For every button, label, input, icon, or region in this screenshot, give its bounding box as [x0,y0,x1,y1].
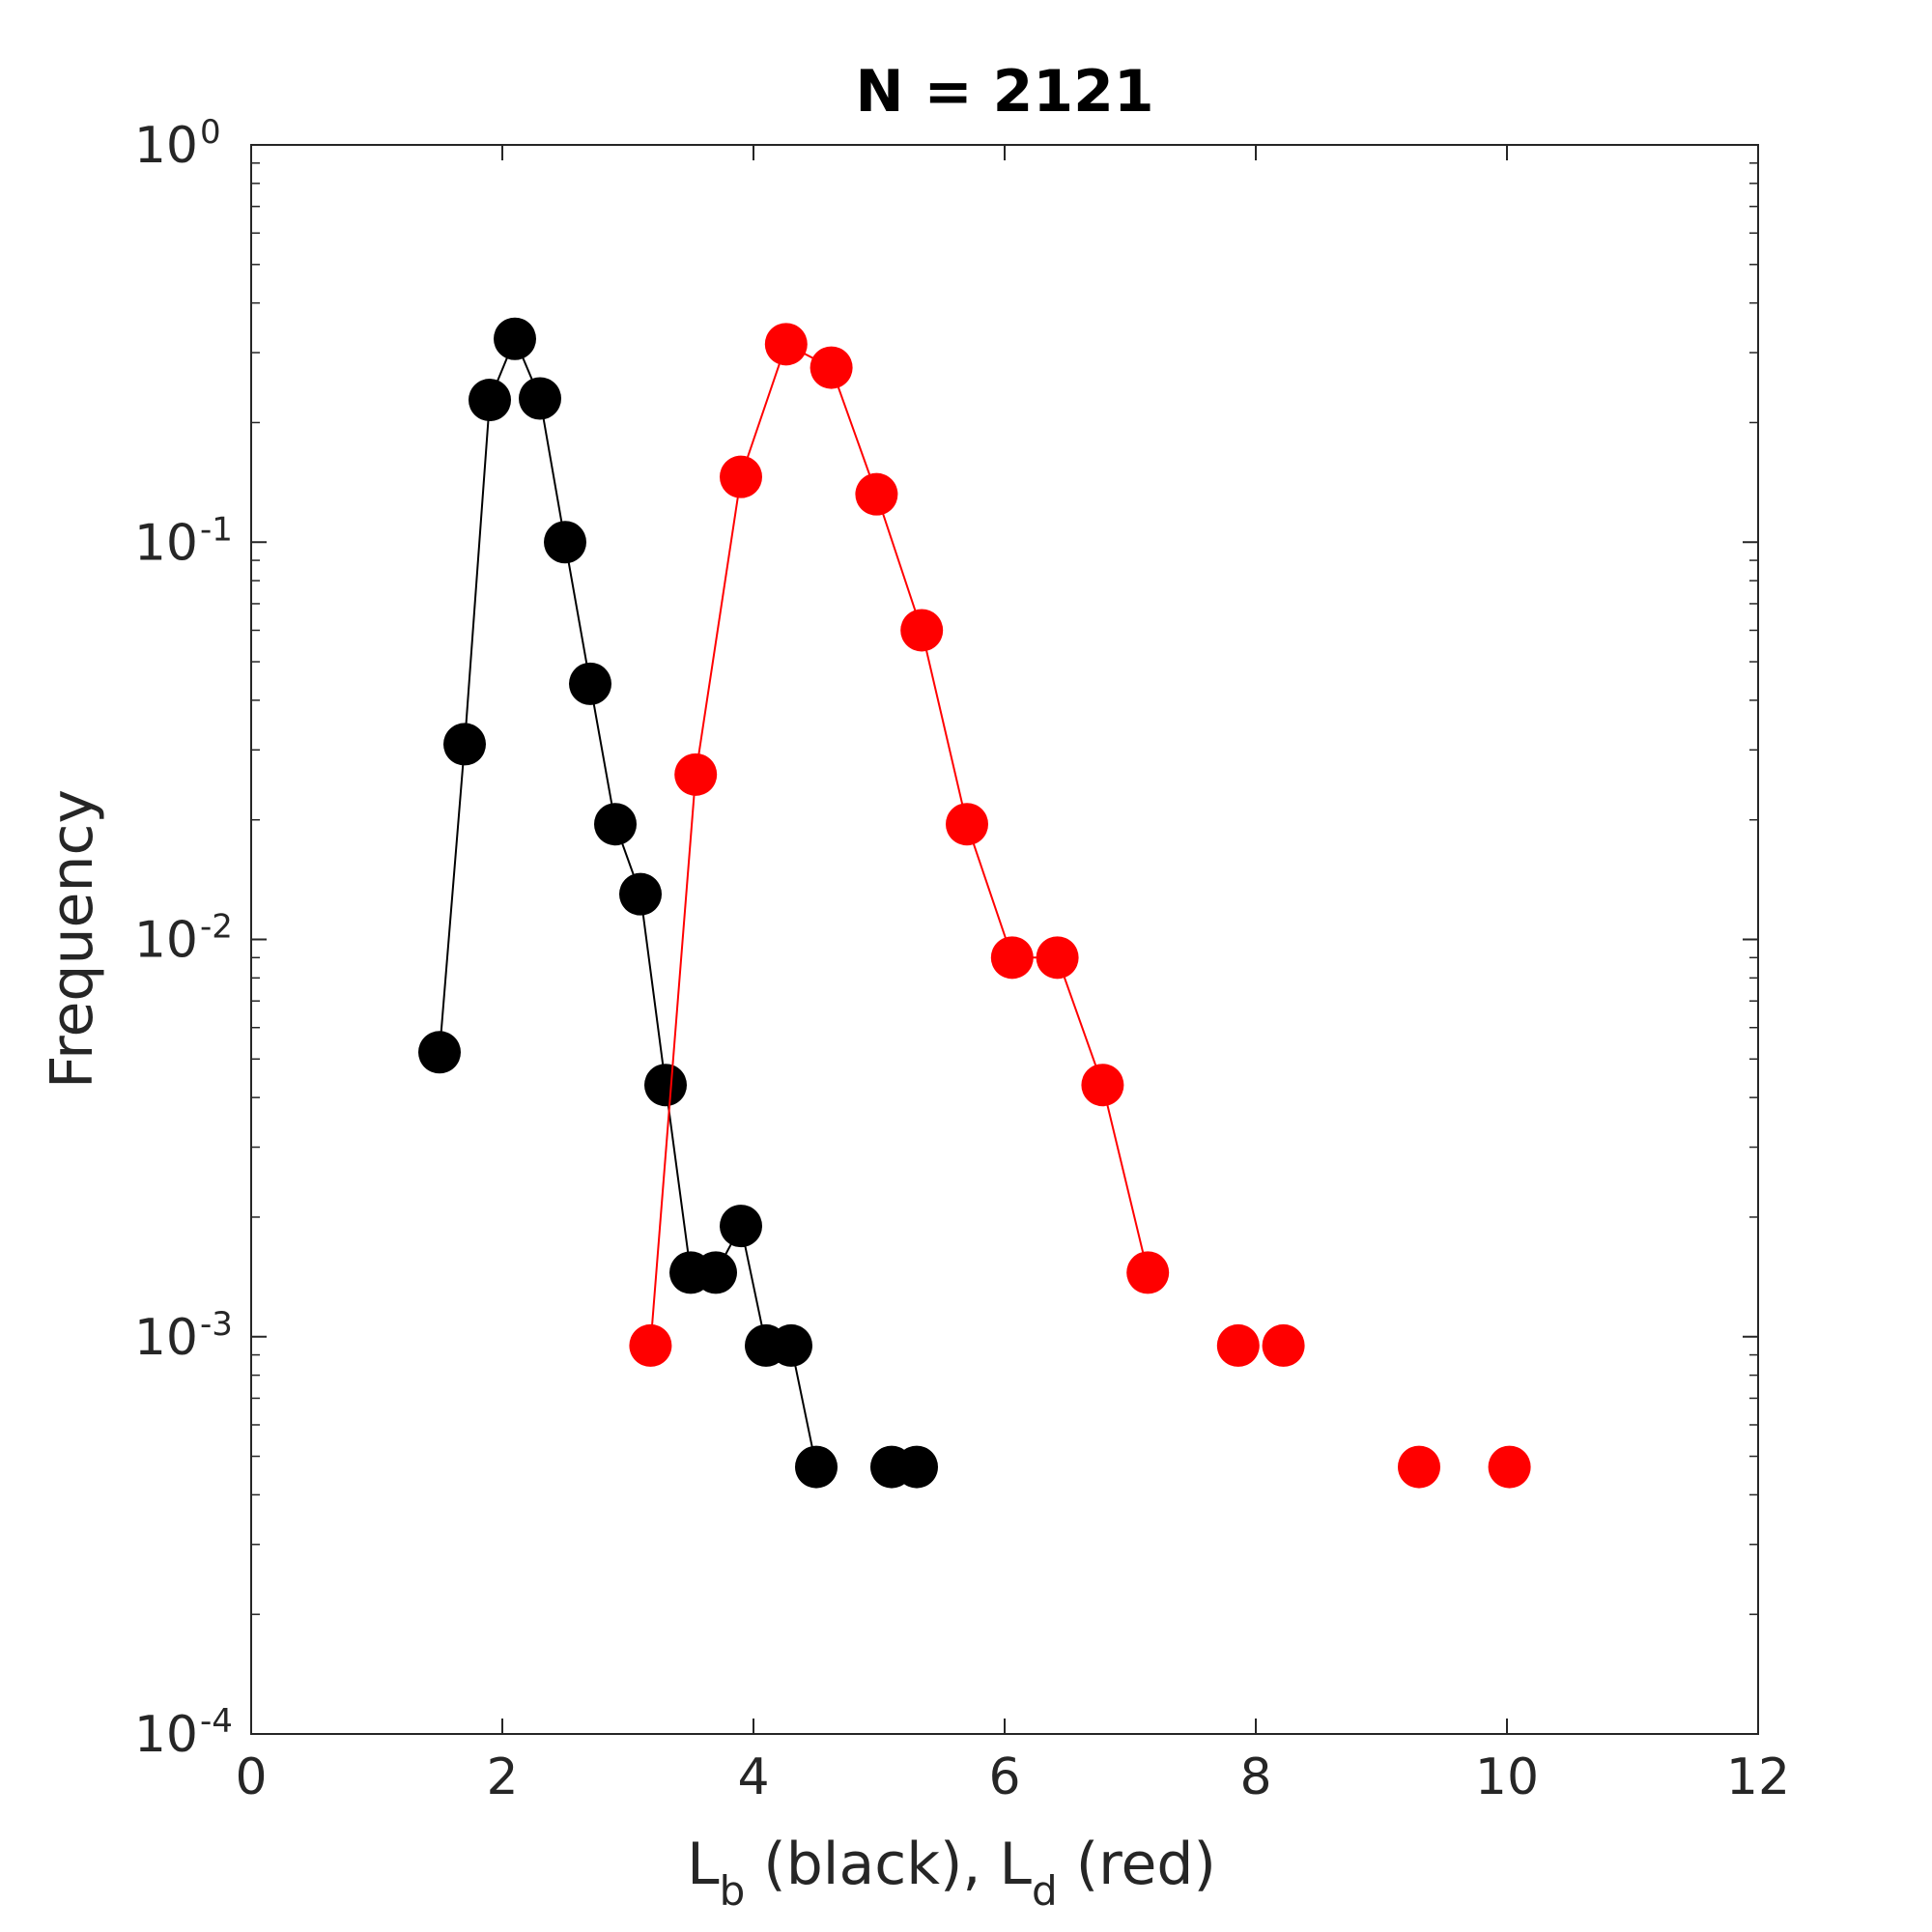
data-point [720,1205,762,1248]
y-tick-label-exponent: -2 [200,908,233,947]
x-tick-label: 8 [1239,1748,1271,1806]
series-layer [418,317,1531,1489]
x-tick-label: 0 [235,1748,267,1806]
data-point [1036,936,1079,980]
y-tick-label-base: 10 [134,117,198,175]
data-point [990,936,1034,980]
data-point [855,472,898,516]
data-point [569,662,611,705]
x-axis-label-sub1: b [720,1867,746,1915]
data-point [629,1323,672,1367]
data-point [770,1323,812,1367]
data-point [895,1445,938,1489]
data-point [644,1064,687,1107]
y-tick-label-base: 10 [134,1706,198,1764]
series-line [649,342,1150,1346]
chart-title: N = 2121 [855,58,1153,126]
data-point [674,753,718,796]
data-point [764,323,808,366]
y-tick-label-exponent: 0 [200,113,221,152]
data-point [1081,1064,1124,1107]
series-0 [418,317,938,1489]
series-line [439,336,817,1467]
y-tick-label: 10 [134,514,198,572]
data-point [619,872,662,916]
x-axis-label-part3: (red) [1058,1831,1216,1898]
x-axis-label-part1: L [687,1831,720,1898]
data-point [1126,1251,1170,1294]
y-tick-label: 10 [134,912,198,970]
data-point [469,379,511,422]
series-1 [629,323,1531,1489]
data-point [795,1445,838,1489]
data-point [594,803,637,846]
y-tick-label: 10 [134,117,198,175]
x-axis-label-part2: (black), L [745,1831,1032,1898]
data-point [1262,1323,1305,1367]
data-point [494,317,536,360]
x-tick-label: 10 [1475,1748,1539,1806]
data-point [519,377,561,420]
y-tick-label: 10 [134,1309,198,1367]
data-point [1216,1323,1260,1367]
data-point [443,723,486,766]
data-point [900,609,944,652]
x-axis-label-sub2: d [1032,1867,1058,1915]
x-tick-label: 2 [486,1748,518,1806]
data-point [418,1031,461,1074]
x-axis-label: Lb (black), Ld (red) [687,1831,1216,1915]
x-tick-label: 6 [988,1748,1020,1806]
y-axis-label: Frequency [39,789,106,1089]
ticks [250,144,1759,1735]
data-point [695,1251,737,1294]
y-tick-label-base: 10 [134,514,198,572]
data-point [544,521,586,564]
y-tick-label-base: 10 [134,1309,198,1367]
y-tick-label-exponent: -3 [200,1305,233,1344]
x-tick-label: 12 [1726,1748,1790,1806]
x-tick-label: 4 [737,1748,769,1806]
y-tick-label-base: 10 [134,912,198,970]
data-point [946,803,988,846]
data-point [1488,1445,1531,1489]
y-tick-label: 10 [134,1706,198,1764]
y-tick-label-exponent: -4 [200,1702,233,1741]
data-point [1398,1445,1440,1489]
data-point [720,455,762,498]
y-tick-label-exponent: -1 [200,510,233,549]
data-point [810,346,853,389]
